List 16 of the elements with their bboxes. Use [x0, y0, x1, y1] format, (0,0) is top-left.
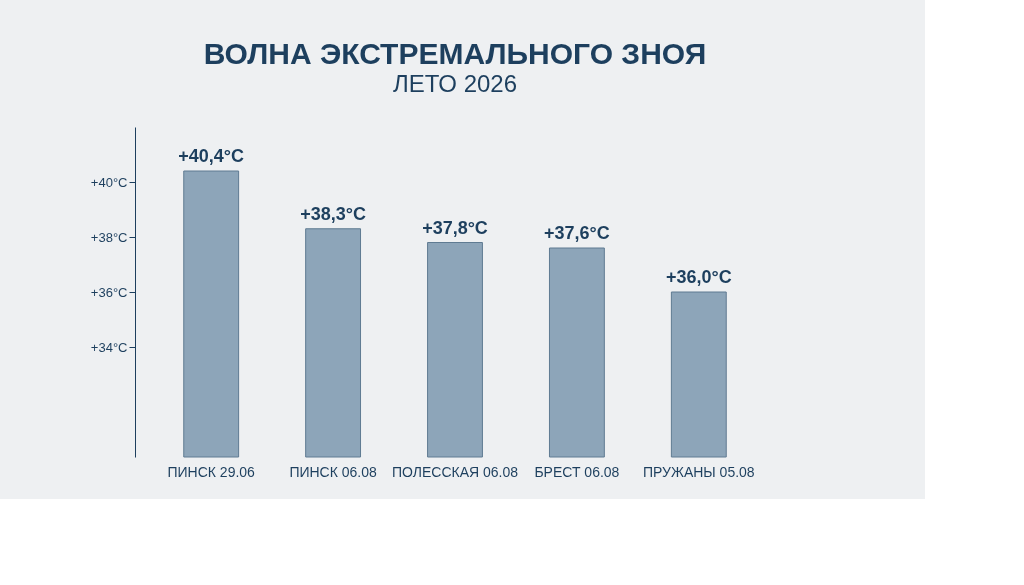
- x-tick-label: БРЕСТ 06.08: [534, 463, 620, 480]
- y-tick-label: +34°C: [90, 339, 128, 355]
- x-tick-label: ПИНСК 29.06: [167, 463, 256, 480]
- y-tick-label: +40°C: [90, 174, 128, 190]
- y-tick-label: +38°C: [90, 229, 128, 245]
- x-tick-label: ПИНСК 06.08: [289, 463, 378, 480]
- x-tick-label: ПОЛЕССКАЯ 06.08: [391, 463, 519, 480]
- data-label: +37,8°C: [422, 217, 488, 238]
- data-label: +40,4°C: [178, 146, 245, 166]
- data-label: +36,0°C: [665, 267, 732, 287]
- x-tick-label: ПРУЖАНЫ 05.08: [642, 463, 755, 480]
- y-tick-label: +36°C: [90, 284, 128, 300]
- chart-subtitle: ЛЕТО 2026: [392, 70, 518, 97]
- data-label: +38,3°C: [300, 203, 366, 224]
- chart-title: ВОЛНА ЭКСТРЕМАЛЬНОГО ЗНОЯ: [203, 37, 707, 70]
- data-label: +37,6°C: [544, 223, 610, 243]
